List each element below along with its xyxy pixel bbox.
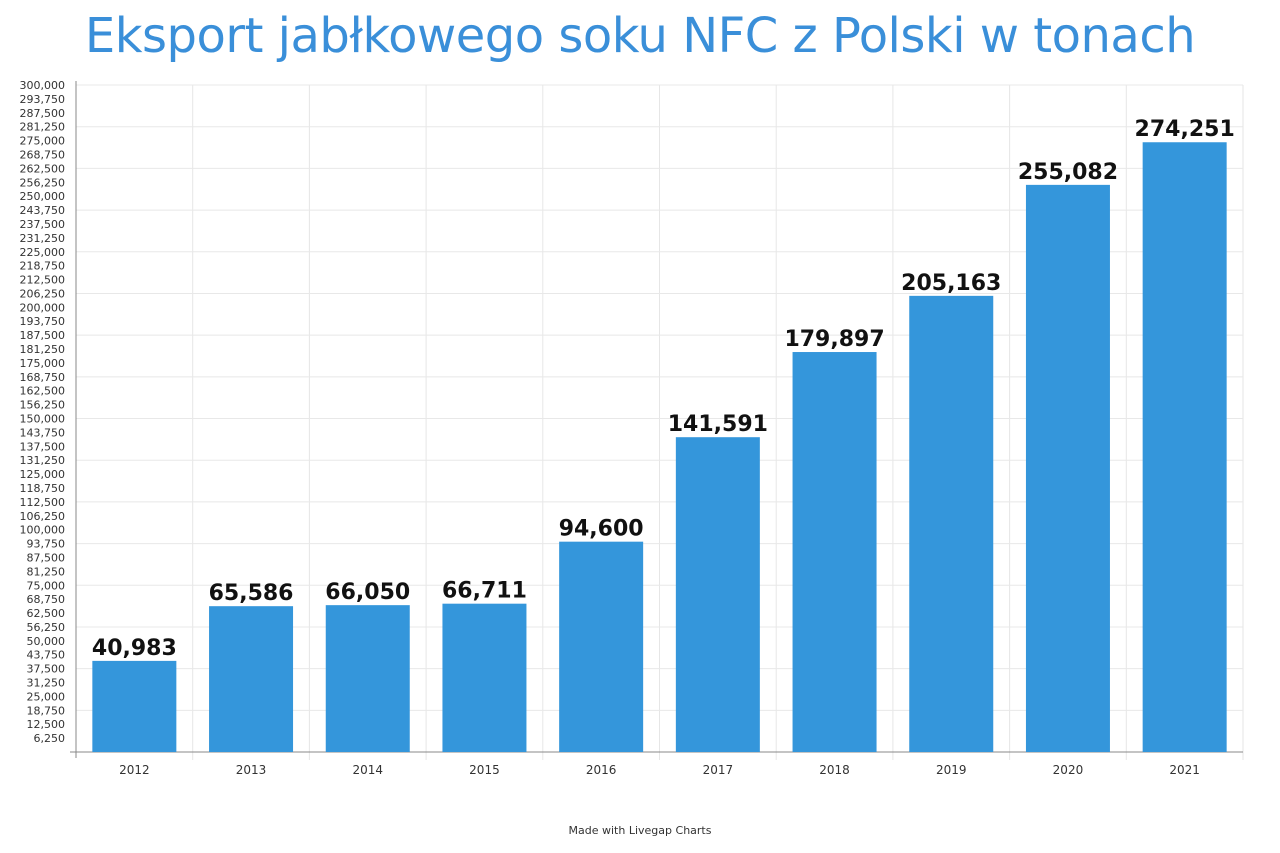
data-label: 40,983	[92, 636, 177, 661]
y-tick-label: 206,250	[20, 287, 66, 300]
y-tick-label: 225,000	[20, 246, 66, 259]
y-tick-label: 50,000	[27, 635, 66, 648]
chart-title: Eksport jabłkowego soku NFC z Polski w t…	[84, 8, 1196, 64]
y-tick-label: 156,250	[20, 399, 66, 412]
x-tick-label: 2015	[469, 763, 500, 777]
y-tick-label: 281,250	[20, 121, 66, 134]
y-tick-label: 287,500	[20, 107, 66, 120]
data-label: 65,586	[209, 581, 294, 606]
y-tick-label: 125,000	[20, 468, 66, 481]
y-tick-label: 193,750	[20, 315, 66, 328]
bar-2012	[92, 660, 177, 752]
y-tick-label: 106,250	[20, 510, 66, 523]
y-tick-label: 56,250	[27, 621, 66, 634]
y-tick-label: 243,750	[20, 204, 66, 217]
y-tick-label: 31,250	[27, 677, 66, 690]
y-tick-label: 93,750	[27, 538, 66, 551]
y-tick-label: 100,000	[20, 524, 66, 537]
data-label: 255,082	[1018, 160, 1118, 185]
y-tick-label: 168,750	[20, 371, 66, 384]
y-tick-label: 118,750	[20, 482, 66, 495]
y-tick-label: 212,500	[20, 274, 66, 287]
x-tick-label: 2014	[352, 763, 383, 777]
y-tick-label: 200,000	[20, 301, 66, 314]
y-tick-label: 81,250	[27, 565, 66, 578]
y-tick-label: 162,500	[20, 385, 66, 398]
y-tick-label: 68,750	[27, 593, 66, 606]
y-tick-label: 137,500	[20, 440, 66, 453]
y-tick-label: 250,000	[20, 190, 66, 203]
x-tick-label: 2016	[586, 763, 617, 777]
y-tick-label: 293,750	[20, 93, 66, 106]
y-tick-label: 62,500	[27, 607, 66, 620]
x-tick-label: 2018	[819, 763, 850, 777]
bar-2018	[792, 352, 877, 752]
y-tick-label: 231,250	[20, 232, 66, 245]
y-tick-label: 6,250	[34, 732, 66, 745]
y-tick-label: 43,750	[27, 649, 66, 662]
x-tick-label: 2013	[236, 763, 267, 777]
bar-2014	[325, 605, 410, 752]
data-label: 274,251	[1135, 117, 1235, 142]
y-tick-label: 268,750	[20, 148, 66, 161]
bar-2016	[559, 541, 644, 752]
y-tick-label: 18,750	[27, 704, 66, 717]
y-tick-label: 87,500	[27, 551, 66, 564]
y-tick-label: 275,000	[20, 135, 66, 148]
y-tick-label: 300,000	[20, 79, 66, 92]
y-tick-label: 262,500	[20, 162, 66, 175]
y-tick-label: 37,500	[27, 663, 66, 676]
y-tick-label: 181,250	[20, 343, 66, 356]
y-tick-label: 150,000	[20, 413, 66, 426]
credit-text: Made with Livegap Charts	[568, 824, 712, 837]
bar-2019	[909, 295, 994, 752]
y-tick-label: 218,750	[20, 260, 66, 273]
y-tick-label: 143,750	[20, 426, 66, 439]
y-tick-label: 131,250	[20, 454, 66, 467]
bar-2015	[442, 603, 527, 752]
y-tick-label: 256,250	[20, 176, 66, 189]
data-label: 205,163	[901, 271, 1001, 296]
y-tick-label: 12,500	[27, 718, 66, 731]
y-tick-label: 75,000	[27, 579, 66, 592]
bar-2020	[1025, 184, 1110, 753]
y-tick-label: 237,500	[20, 218, 66, 231]
data-label: 66,711	[442, 579, 527, 604]
y-tick-label: 187,500	[20, 329, 66, 342]
x-tick-label: 2019	[936, 763, 967, 777]
bar-2013	[209, 606, 294, 752]
data-label: 179,897	[784, 327, 884, 352]
x-tick-label: 2017	[703, 763, 734, 777]
data-label: 94,600	[559, 517, 644, 542]
data-label: 66,050	[325, 580, 410, 605]
data-label: 141,591	[668, 412, 768, 437]
y-tick-label: 112,500	[20, 496, 66, 509]
x-tick-label: 2020	[1053, 763, 1084, 777]
x-tick-label: 2021	[1169, 763, 1200, 777]
bar-2017	[675, 437, 760, 752]
x-tick-label: 2012	[119, 763, 150, 777]
y-tick-label: 25,000	[27, 690, 66, 703]
bar-2021	[1142, 142, 1227, 753]
y-tick-label: 175,000	[20, 357, 66, 370]
